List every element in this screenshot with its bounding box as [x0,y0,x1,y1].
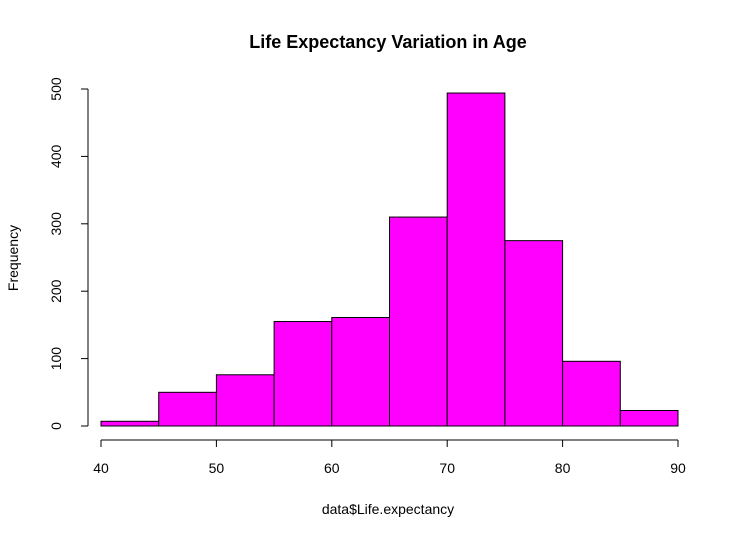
x-tick-label: 90 [670,460,686,476]
x-tick-label: 70 [439,460,455,476]
x-axis-label: data$Life.expectancy [322,501,454,517]
histogram-bar-65-70 [389,216,448,427]
x-axis: 40 50 60 70 80 90 [93,439,686,476]
x-tick-label: 40 [93,460,109,476]
bars-group [100,92,679,427]
y-tick-label: 300 [48,212,64,236]
y-axis: 0 100 200 300 400 500 [48,77,89,430]
histogram-bar-60-65 [331,316,390,427]
x-tick-label: 50 [209,460,225,476]
x-tick-label: 60 [324,460,340,476]
histogram-bar-50-55 [215,374,275,427]
x-tick-label: 80 [555,460,571,476]
histogram-bar-55-60 [273,321,333,427]
y-tick-label: 200 [48,279,64,303]
y-axis-label: Frequency [5,225,21,291]
histogram-bar-40-45 [100,420,160,427]
histogram-bar-75-80 [504,240,564,427]
histogram-bar-80-85 [562,360,621,427]
y-tick-label: 0 [48,422,64,430]
y-tick-label: 400 [48,145,64,169]
y-tick-label: 100 [48,347,64,371]
histogram-bar-85-90 [619,409,679,427]
y-tick-label: 500 [48,77,64,101]
histogram-bar-45-50 [158,391,217,427]
histogram-bar-70-75 [446,92,506,427]
chart-title: Life Expectancy Variation in Age [249,32,526,52]
